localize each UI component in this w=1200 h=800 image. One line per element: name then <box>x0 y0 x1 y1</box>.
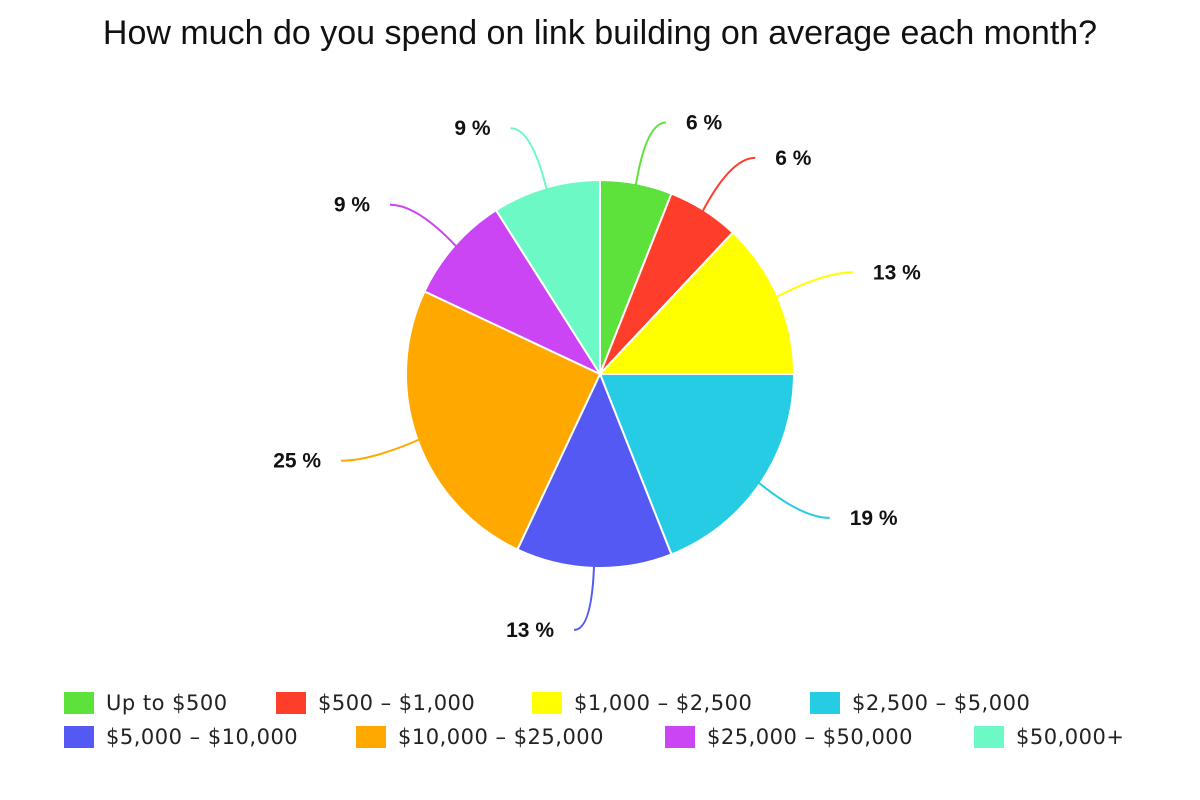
legend-swatch <box>665 726 695 748</box>
leader-line <box>698 156 756 218</box>
legend-label: $1,000 – $2,500 <box>574 691 753 715</box>
leader-line <box>573 560 596 631</box>
legend-swatch <box>276 692 306 714</box>
legend-label: Up to $500 <box>106 691 228 715</box>
leader-line <box>633 121 667 192</box>
slice-label: 6 % <box>686 112 723 135</box>
legend-item[interactable]: $2,500 – $5,000 <box>810 691 1030 715</box>
leader-line <box>341 436 426 462</box>
slice-label: 13 % <box>506 619 554 642</box>
legend-label: $5,000 – $10,000 <box>106 725 299 749</box>
slice-label: 9 % <box>334 194 371 217</box>
leader-line <box>770 271 853 301</box>
pie-slices <box>405 178 796 569</box>
legend-item[interactable]: Up to $500 <box>64 691 276 715</box>
legend-swatch <box>974 726 1004 748</box>
leader-lines <box>341 121 853 631</box>
legend: Up to $500 $500 – $1,000 $1,000 – $2,500… <box>64 686 1164 754</box>
legend-label: $500 – $1,000 <box>318 691 476 715</box>
legend-item[interactable]: $500 – $1,000 <box>276 691 532 715</box>
leader-line <box>510 127 549 196</box>
legend-swatch <box>532 692 562 714</box>
slice-label: 13 % <box>873 261 921 284</box>
slice-labels: 6 % 6 % 13 % 19 % 13 % 25 % 9 % 9 % <box>273 112 921 642</box>
legend-label: $2,500 – $5,000 <box>852 691 1031 715</box>
legend-item[interactable]: $50,000+ <box>974 725 1124 749</box>
slice-label: 19 % <box>850 507 898 530</box>
legend-row: Up to $500 $500 – $1,000 $1,000 – $2,500… <box>64 686 1164 720</box>
legend-label: $25,000 – $50,000 <box>707 725 914 749</box>
slice-label: 9 % <box>454 117 491 140</box>
leader-line <box>753 477 830 519</box>
legend-item[interactable]: $5,000 – $10,000 <box>64 725 356 749</box>
legend-item[interactable]: $1,000 – $2,500 <box>532 691 810 715</box>
legend-swatch <box>356 726 386 748</box>
chart-title: How much do you spend on link building o… <box>102 14 1098 52</box>
legend-label: $50,000+ <box>1016 725 1125 749</box>
slice-label: 6 % <box>775 147 812 170</box>
legend-row: $5,000 – $10,000 $10,000 – $25,000 $25,0… <box>64 720 1164 754</box>
leader-line <box>389 203 462 252</box>
pie-chart: 6 % 6 % 13 % 19 % 13 % 25 % 9 % 9 % <box>273 112 921 642</box>
legend-item[interactable]: $25,000 – $50,000 <box>665 725 974 749</box>
legend-label: $10,000 – $25,000 <box>398 725 605 749</box>
legend-swatch <box>64 726 94 748</box>
legend-item[interactable]: $10,000 – $25,000 <box>356 725 665 749</box>
legend-swatch <box>810 692 840 714</box>
legend-swatch <box>64 692 94 714</box>
slice-label: 25 % <box>273 450 321 473</box>
